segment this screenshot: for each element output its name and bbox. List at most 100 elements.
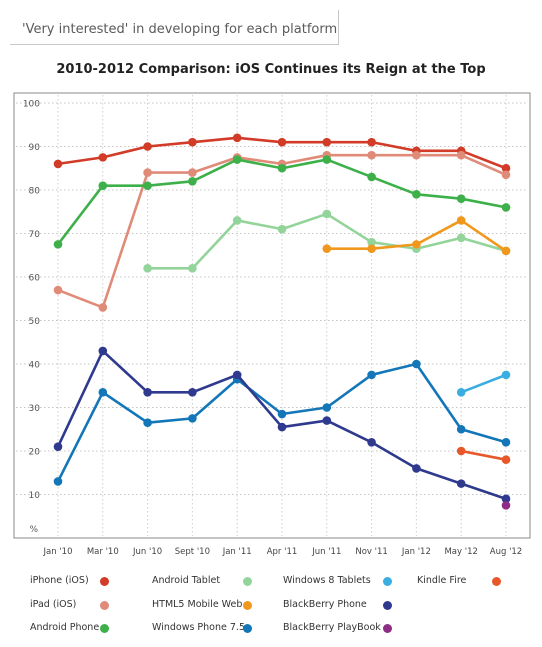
data-point [53, 240, 63, 249]
data-point [143, 264, 152, 273]
data-point [98, 346, 108, 356]
data-point [412, 190, 421, 199]
data-point [143, 181, 152, 190]
data-point [322, 137, 332, 147]
legend-swatch [383, 624, 392, 633]
data-point [232, 216, 242, 225]
data-point [277, 422, 287, 432]
data-point [456, 150, 466, 160]
data-point [456, 424, 466, 434]
line-chart: 10 20 30 40 50 60 70 80 90 100% Jan '10 Mar '10 Jun … [13, 92, 531, 557]
data-point [456, 479, 466, 488]
data-point [143, 418, 152, 428]
legend-swatch [243, 624, 252, 633]
data-point [501, 170, 511, 180]
y-tick-label: 100 [23, 100, 40, 110]
data-point [501, 455, 511, 465]
data-point [412, 240, 421, 249]
legend-swatch [100, 624, 109, 633]
data-point [53, 477, 63, 486]
chart-legend: iPhone (iOS) iPad (iOS) Android Phone Andro… [0, 566, 542, 646]
data-point [367, 237, 376, 247]
data-point [501, 370, 511, 380]
data-point [501, 494, 511, 504]
x-tick-label: Aug '12 [490, 547, 522, 557]
chart-title: 2010-2012 Comparison: iOS Continues its … [56, 62, 486, 77]
data-point [98, 153, 108, 162]
data-point [232, 133, 242, 143]
x-tick-label: Nov '11 [355, 547, 387, 557]
data-point [143, 168, 152, 177]
legend-swatch [243, 601, 252, 610]
data-point [501, 246, 511, 256]
legend-swatch [492, 577, 501, 586]
data-point [412, 464, 421, 473]
y-tick-label: 80 [29, 187, 41, 197]
data-point [456, 194, 466, 203]
chart-subtitle: 'Very interested' in developing for each… [22, 22, 338, 37]
legend-label: Kindle Fire [417, 575, 467, 586]
data-point [456, 446, 466, 456]
x-tick-label: Sept '10 [175, 547, 210, 557]
legend-label: iPad (iOS) [30, 599, 77, 610]
y-tick-label: 20 [29, 448, 41, 458]
data-point [277, 409, 287, 419]
data-point [367, 137, 376, 147]
subtitle-frame [10, 10, 339, 45]
data-point [53, 442, 63, 451]
data-point [501, 438, 511, 447]
data-point [322, 244, 332, 254]
legend-swatch [100, 577, 109, 586]
data-point [188, 168, 197, 177]
y-tick-label: 30 [29, 404, 41, 414]
data-point [277, 137, 287, 147]
x-tick-label: May '12 [444, 547, 477, 557]
data-point [412, 150, 421, 160]
y-tick-label: 60 [29, 274, 41, 284]
x-tick-label: Jan '11 [222, 547, 252, 557]
data-point [277, 163, 287, 173]
data-point [232, 370, 242, 380]
data-point [501, 203, 511, 212]
x-tick-label: Jan '12 [401, 547, 431, 557]
data-point [143, 142, 152, 151]
data-point [188, 137, 197, 147]
data-point [412, 359, 421, 369]
legend-label: HTML5 Mobile Web [152, 599, 243, 610]
data-point [322, 403, 332, 412]
data-point [456, 216, 466, 225]
y-tick-label: 40 [29, 361, 41, 371]
data-point [53, 159, 63, 169]
data-point [367, 438, 376, 447]
legend-swatch [243, 577, 252, 586]
data-point [456, 233, 466, 243]
data-point [188, 387, 197, 397]
series-line-8 [460, 449, 507, 461]
x-tick-label: Apr '11 [267, 547, 298, 557]
data-point [322, 155, 332, 164]
data-point [277, 224, 287, 234]
legend-label: BlackBerry PlayBook [283, 622, 381, 633]
data-point [367, 244, 376, 254]
legend-swatch [100, 601, 109, 610]
data-point [367, 150, 376, 160]
y-tick-label: 50 [29, 317, 41, 327]
data-point [501, 163, 511, 173]
y-axis-label: % [29, 525, 38, 535]
legend-swatch [383, 577, 392, 586]
data-point [143, 387, 152, 397]
data-point [232, 155, 242, 164]
legend-swatch [383, 601, 392, 610]
data-point [322, 209, 332, 219]
legend-label: BlackBerry Phone [283, 599, 367, 610]
data-point [501, 501, 511, 510]
data-point [188, 264, 197, 273]
data-point [188, 177, 197, 186]
data-point [367, 172, 376, 182]
x-tick-label: Jun '10 [132, 547, 162, 557]
x-tick-label: Jun '11 [311, 547, 341, 557]
y-tick-label: 10 [29, 491, 41, 501]
data-point [53, 285, 63, 295]
series-line-6 [460, 373, 507, 394]
data-point [98, 303, 108, 312]
